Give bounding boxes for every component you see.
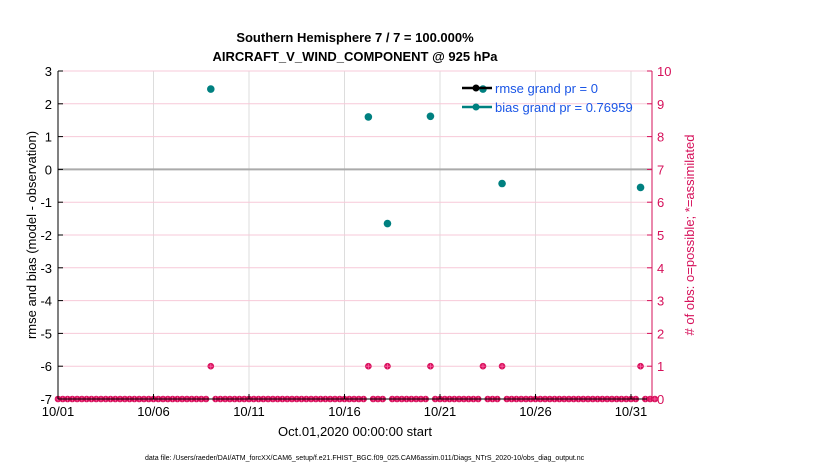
y-tick-label: -7 — [40, 392, 52, 407]
y-right-tick-label: 3 — [657, 294, 664, 309]
y-right-tick-label: 7 — [657, 162, 664, 177]
y-right-tick-label: 9 — [657, 97, 664, 112]
y-axis-label: rmse and bias (model - observation) — [24, 131, 39, 339]
y-tick-label: -6 — [40, 359, 52, 374]
y-tick-label: 1 — [45, 130, 52, 145]
y-tick-label: 2 — [45, 97, 52, 112]
y-right-tick-label: 5 — [657, 228, 664, 243]
obs-count-star — [427, 363, 433, 369]
y-tick-label: 3 — [45, 64, 52, 79]
chart-title: Southern Hemisphere 7 / 7 = 100.000% — [236, 30, 474, 45]
legend-bias: bias grand pr = 0.76959 — [495, 100, 633, 115]
chart-subtitle: AIRCRAFT_V_WIND_COMPONENT @ 925 hPa — [213, 49, 499, 64]
obs-count-star — [384, 363, 390, 369]
obs-count-star — [480, 363, 486, 369]
y-right-tick-label: 10 — [657, 64, 671, 79]
bias-point — [383, 219, 392, 228]
obs-count-star — [499, 363, 505, 369]
x-tick-label: 10/21 — [424, 404, 457, 419]
bias-point — [498, 179, 506, 188]
footer-data-file: data file: /Users/raeder/DAI/ATM_forcXX/… — [145, 455, 585, 462]
bias-point — [364, 113, 373, 121]
y-tick-label: -2 — [40, 228, 52, 243]
y-tick-label: -3 — [40, 261, 52, 276]
obs-count-star — [208, 363, 214, 369]
y-tick-label: -1 — [40, 195, 52, 210]
x-tick-label: 10/16 — [328, 404, 361, 419]
x-tick-label: 10/11 — [233, 404, 265, 419]
x-axis-label: Oct.01,2020 00:00:00 start — [278, 424, 432, 439]
x-tick-label: 10/01 — [42, 404, 75, 419]
y-right-tick-label: 8 — [657, 130, 664, 145]
y-right-tick-label: 2 — [657, 326, 664, 341]
y-tick-label: 0 — [45, 162, 52, 177]
obs-count-star — [652, 396, 658, 402]
y-right-tick-label: 4 — [657, 261, 664, 276]
bias-point — [426, 112, 435, 121]
y-right-tick-label: 1 — [657, 359, 664, 374]
bias-point — [636, 183, 645, 192]
x-tick-label: 10/26 — [519, 404, 552, 419]
y-right-tick-label: 0 — [657, 392, 664, 407]
obs-count-star — [638, 363, 644, 369]
x-tick-label: 10/31 — [615, 404, 648, 419]
legend: rmse grand pr = 0 bias grand pr = 0.7695… — [462, 81, 633, 115]
bias-point — [206, 85, 215, 93]
obs-count-star — [365, 363, 371, 369]
y-right-tick-label: 6 — [657, 195, 664, 210]
x-tick-label: 10/06 — [137, 404, 170, 419]
y-tick-label: -4 — [40, 294, 52, 309]
legend-rmse: rmse grand pr = 0 — [495, 81, 598, 96]
y-tick-label: -5 — [40, 326, 52, 341]
y-axis-right-label: # of obs: o=possible; *=assimilated — [682, 135, 697, 336]
